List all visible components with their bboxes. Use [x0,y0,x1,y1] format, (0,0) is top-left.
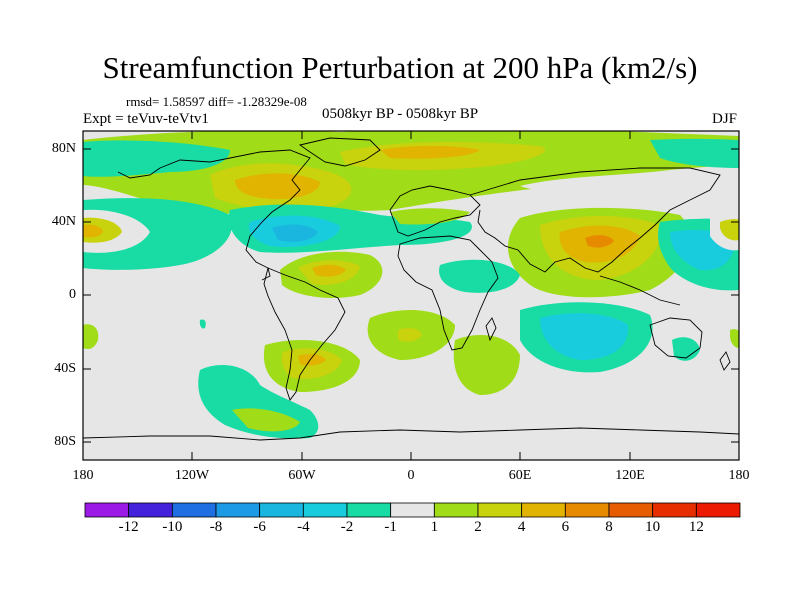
x-tick-label: 120W [174,468,210,483]
contour-na-orange [235,173,320,200]
colorbar-label: 8 [605,519,613,535]
contour-pac-orange [83,224,103,238]
colorbar-label: 2 [474,519,482,535]
coast-madagascar [485,317,497,342]
contour-e-green [730,329,739,348]
contour-aus-teal [672,337,700,361]
y-tick-label: 40S [54,361,76,376]
coast-alaska [117,167,161,179]
map-field [83,131,739,460]
stats-label: rmsd= 1.58597 diff= -1.28329e-08 [126,94,307,109]
colorbar-swatch [84,502,130,518]
colorbar-swatch [477,502,523,518]
contour-w-green [83,324,99,350]
coast-australia [649,317,703,359]
colorbar-swatch [390,502,435,518]
colorbar-label: -8 [209,519,223,535]
x-tick-label: 180 [728,468,750,483]
colorbar-label: -10 [162,519,183,535]
colorbar-swatch [521,502,566,518]
contour-n-teal [83,140,230,177]
contour-trop-atl-orange [312,264,346,277]
season-label: DJF [712,111,738,127]
x-tick-label: 60E [508,468,532,483]
colorbar-label: 6 [561,519,570,535]
contour-eur-green [390,208,470,225]
contour-gap-asia [520,165,739,192]
coast-asia [469,167,721,273]
colorbar-swatch [346,502,392,518]
colorbar-swatch [215,502,261,518]
coast-antarctica [83,427,739,441]
x-tick-label: 180 [72,468,94,483]
colorbar-label: -1 [384,519,397,535]
coast-africa [397,235,499,351]
colorbar-swatch [171,502,217,518]
y-tick-label: 0 [69,287,76,302]
contour-spac-orange [298,353,326,366]
colorbar-swatch [128,502,173,518]
colorbar-label: 1 [430,519,439,535]
y-tick-label: 40N [51,214,76,229]
colorbar [84,502,741,518]
colorbar-label: -4 [297,519,310,535]
contour-asia-darkorange [585,235,614,248]
figure-title: Streamfunction Perturbation at 200 hPa (… [102,50,698,85]
contour-arctic-orange [380,145,480,159]
colorbar-swatch [652,502,697,518]
colorbar-swatch [695,502,741,518]
coast-europe [389,185,481,237]
y-tick-label: 80N [51,141,76,156]
coast-s-america [263,267,346,401]
colorbar-label: -6 [253,519,266,535]
contour-safrica-green [453,335,520,395]
colorbar-label: 10 [645,519,661,535]
contour-io-cyan [540,313,629,360]
coast-new-zealand [719,351,731,371]
colorbar-swatch [433,502,479,518]
coast-n-america [159,149,311,281]
y-tick-label: 80S [54,434,76,449]
contour-nafrica-teal [439,259,520,293]
x-tick-label: 60W [288,468,316,483]
x-tick-label: 120E [615,468,645,483]
x-tick-label: 0 [407,468,415,483]
coastlines [83,137,739,441]
contour-atl-blue [272,224,318,242]
colorbar-swatch [259,502,304,518]
colorbar-label: 12 [688,519,704,535]
period-label: 0508kyr BP - 0508kyr BP [322,106,479,122]
colorbar-swatch [302,502,348,518]
colorbar-swatch [564,502,610,518]
coast-indonesia [599,275,681,306]
axis-ticks [82,131,740,460]
coast-greenland [298,137,381,167]
contour-so-green [232,408,300,432]
colorbar-label: -12 [118,519,139,535]
contour-ne-teal [650,138,739,168]
colorbar-label: -2 [340,519,354,535]
contour-speck [199,319,206,329]
experiment-label: Expt = teVuv-teVtv1 [83,111,209,127]
contour-wpac-yellow [720,219,739,241]
colorbar-swatch [608,502,654,518]
contour-fill-layer [83,131,739,439]
colorbar-label: 4 [517,519,526,535]
contour-satl-yellow [398,327,422,342]
